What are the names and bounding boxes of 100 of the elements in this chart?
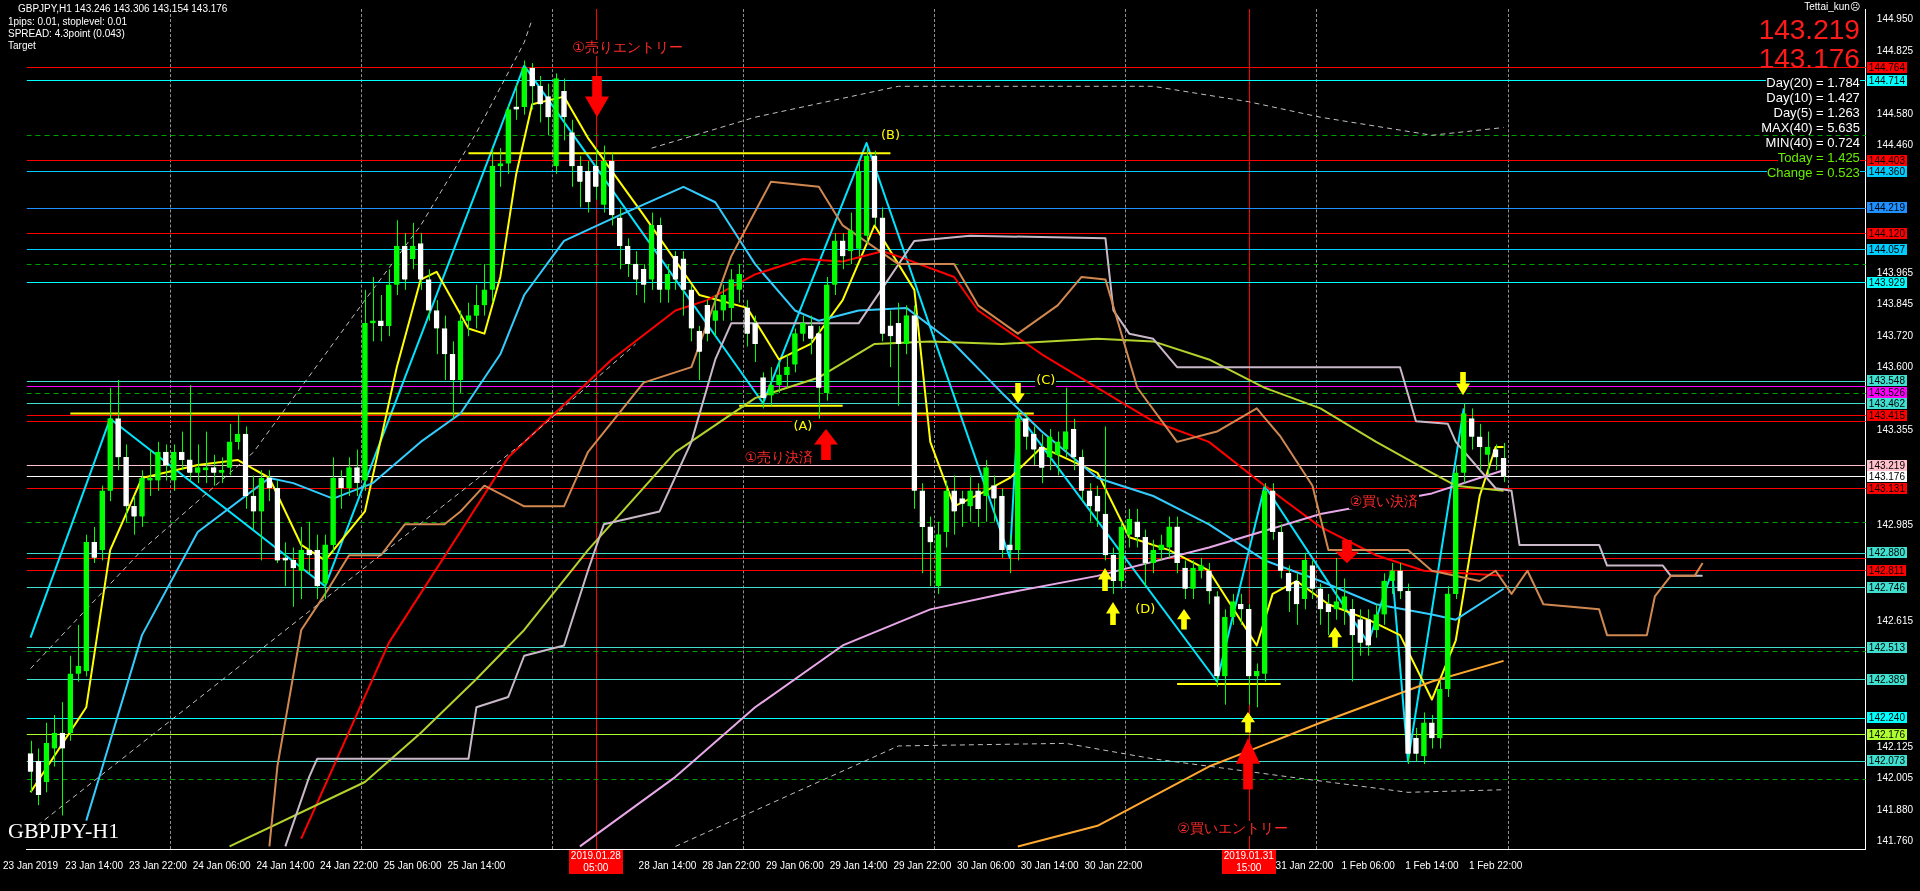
x-tick-label: 1 Feb 22:00 [1468, 859, 1523, 871]
candlestick [1158, 534, 1165, 561]
candlestick [1054, 431, 1061, 476]
y-tick-label: 143.965 [1876, 266, 1914, 278]
annotation: SPREAD: 4.3point (0.043) [8, 28, 125, 39]
ref-line-label: 144.360 [1866, 166, 1907, 178]
candlestick [808, 315, 814, 355]
annotation: Day(20) = 1.784 [1766, 75, 1860, 91]
x-tick-label: 25 Jan 14:00 [447, 859, 506, 871]
x-tick-label: 30 Jan 22:00 [1084, 859, 1143, 871]
candlestick [720, 284, 727, 322]
annotation: ②買いエントリー [1176, 819, 1289, 837]
candlestick [290, 547, 297, 608]
annotation: Target [8, 40, 36, 51]
candlestick [752, 315, 758, 363]
candlestick [194, 443, 201, 484]
x-tick-label: 31 Jan 22:00 [1275, 859, 1334, 871]
ref-line-label: 142.240 [1866, 712, 1907, 724]
candlestick [1373, 603, 1379, 639]
ref-line-label: 144.714 [1866, 74, 1907, 86]
ref-line-label: 143.176 [1866, 471, 1907, 483]
candlestick [1413, 727, 1419, 762]
candlestick [768, 366, 774, 407]
candlestick [545, 83, 551, 136]
candlestick [1206, 562, 1212, 605]
candlestick [1046, 428, 1053, 471]
x-tick-label: 1 Feb 14:00 [1405, 859, 1460, 871]
candlestick [1007, 534, 1013, 574]
annotation: MIN(40) = 0.724 [1765, 135, 1860, 151]
y-tick-label: 142.005 [1876, 771, 1914, 783]
candlestick [131, 495, 137, 536]
candlestick [1357, 608, 1364, 657]
annotation: Day(5) = 1.263 [1773, 105, 1860, 121]
y-tick-label: 142.985 [1876, 519, 1914, 531]
x-tick-label: 23 Jan 22:00 [129, 859, 188, 871]
candlestick [298, 526, 305, 600]
ref-line-label: 143.548 [1866, 375, 1907, 387]
x-tick-label: 30 Jan 14:00 [1020, 859, 1080, 871]
y-tick-label: 143.845 [1876, 297, 1914, 309]
candlestick [1134, 508, 1141, 549]
candlestick [839, 232, 846, 270]
x-tick-label: 30 Jan 06:00 [957, 859, 1016, 871]
candlestick [537, 75, 543, 123]
x-tick-label: 1 Feb 06:00 [1341, 859, 1396, 871]
candlestick [784, 353, 790, 389]
y-tick-label: 144.580 [1876, 108, 1914, 120]
ref-line-label: 142.176 [1866, 728, 1907, 740]
candlestick [967, 474, 973, 523]
annotation: Tettai_kun☹ [1804, 1, 1860, 12]
ref-line-label: 143.415 [1866, 409, 1907, 421]
candlestick [736, 263, 743, 304]
annotation: ②買い決済 [1348, 492, 1420, 510]
candlestick [712, 294, 719, 337]
candlestick [760, 371, 766, 409]
candlestick [776, 361, 782, 394]
candlestick [178, 431, 185, 471]
x-tick-label: 2019.01.28 05:00 [568, 850, 623, 874]
y-tick-label: 142.125 [1876, 740, 1914, 752]
candlestick [378, 294, 384, 342]
candlestick [1182, 559, 1188, 600]
candlestick [593, 147, 599, 201]
annotation: Change = 0.523 [1766, 165, 1860, 181]
x-tick-label: 2019.01.31 15:00 [1221, 850, 1276, 874]
candlestick [1190, 559, 1196, 600]
ref-line-label: 142.746 [1866, 581, 1907, 593]
ref-line-label: 144.057 [1866, 243, 1907, 255]
x-tick-label: 28 Jan 14:00 [638, 859, 697, 871]
candlestick [1022, 413, 1029, 451]
candlestick [1230, 593, 1236, 626]
candlestick [577, 155, 583, 208]
candlestick [1198, 557, 1204, 579]
x-tick-label: 25 Jan 06:00 [383, 859, 443, 871]
candlestick [1030, 425, 1037, 466]
candlestick [1468, 407, 1475, 451]
candlestick [409, 222, 416, 270]
annotation: 143.176 [1758, 43, 1860, 74]
candlestick [1341, 577, 1348, 626]
candlestick [1253, 662, 1260, 708]
annotation: (D) [1134, 601, 1157, 617]
candlestick [1429, 714, 1435, 750]
candlestick [975, 482, 981, 528]
candlestick [1237, 593, 1244, 626]
ref-line-label: 144.219 [1866, 202, 1907, 214]
annotation: GBPJPY-H1 [8, 818, 120, 844]
x-tick-label: 29 Jan 14:00 [829, 859, 888, 871]
annotation: ①売りエントリー [571, 39, 684, 56]
chart-title: GBPJPY,H1 143.246 143.306 143.154 143.176 [18, 3, 228, 14]
x-tick-label: 23 Jan 2019 [2, 859, 59, 871]
candlestick [306, 521, 313, 574]
x-tick-label: 23 Jan 14:00 [65, 859, 124, 871]
annotation: ①売り決済 [743, 448, 815, 466]
line-series [651, 85, 1505, 149]
x-tick-label: 24 Jan 14:00 [256, 859, 315, 871]
candlestick [75, 624, 82, 683]
ref-line-label: 143.462 [1866, 398, 1907, 410]
y-tick-label: 141.760 [1876, 835, 1914, 847]
y-tick-label: 144.460 [1876, 139, 1914, 151]
candlestick [959, 490, 965, 528]
x-tick-label: 29 Jan 22:00 [893, 859, 952, 871]
ref-line-label: 143.929 [1866, 276, 1907, 288]
